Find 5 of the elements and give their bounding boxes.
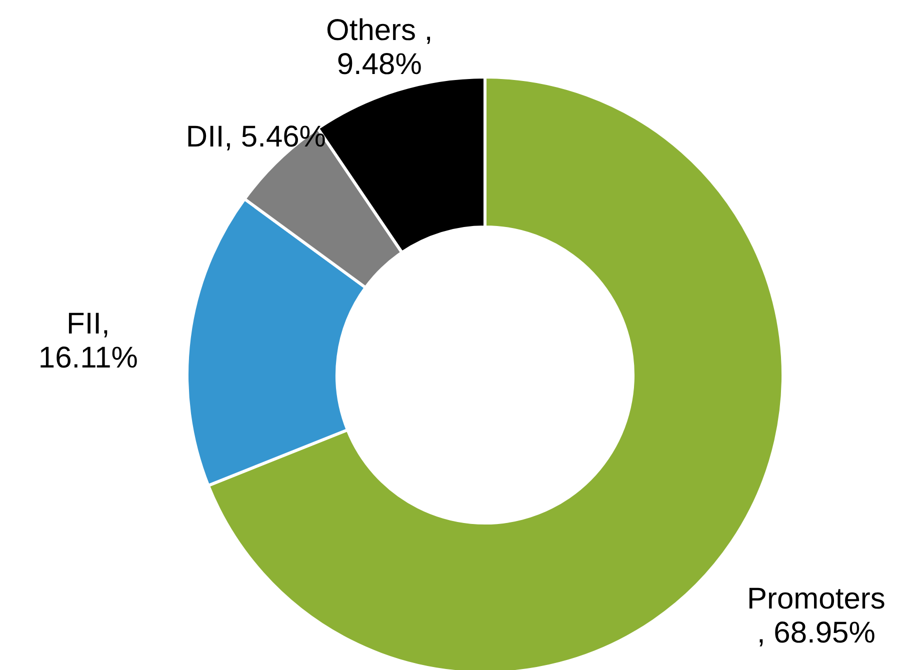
slice-label: FII, 16.11% (38, 308, 138, 375)
data-label: , 68.95% (756, 616, 876, 650)
slice-label: DII, 5.46% (186, 120, 326, 154)
slice-label: Others , 9.48% (326, 14, 433, 81)
slice-label: Promoters (746, 582, 886, 616)
